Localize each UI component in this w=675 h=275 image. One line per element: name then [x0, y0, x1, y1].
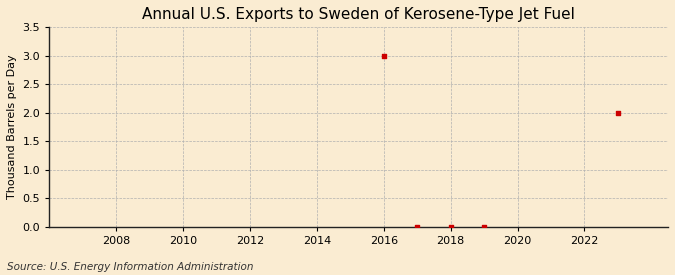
- Point: [479, 225, 489, 229]
- Point: [379, 54, 389, 58]
- Point: [446, 225, 456, 229]
- Point: [412, 225, 423, 229]
- Text: Source: U.S. Energy Information Administration: Source: U.S. Energy Information Administ…: [7, 262, 253, 272]
- Y-axis label: Thousand Barrels per Day: Thousand Barrels per Day: [7, 55, 17, 199]
- Title: Annual U.S. Exports to Sweden of Kerosene-Type Jet Fuel: Annual U.S. Exports to Sweden of Kerosen…: [142, 7, 575, 22]
- Point: [612, 111, 623, 115]
